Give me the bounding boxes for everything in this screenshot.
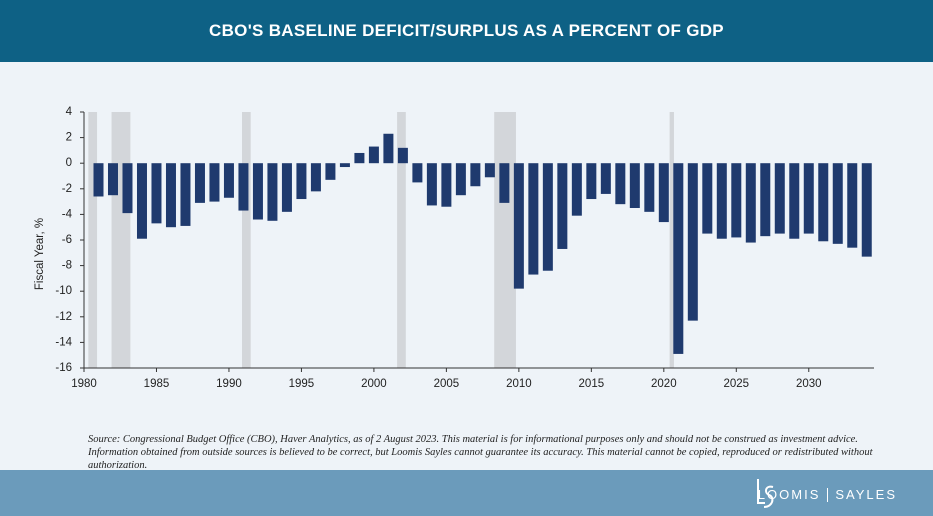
bar: [470, 163, 481, 187]
bar: [818, 163, 829, 242]
recession-band: [494, 112, 516, 368]
y-tick-label: -10: [55, 285, 72, 297]
x-tick-label: 2015: [579, 378, 605, 390]
bar: [803, 163, 814, 234]
bar: [847, 163, 858, 248]
source-note: Source: Congressional Budget Office (CBO…: [88, 434, 873, 471]
brand-separator: [827, 487, 829, 502]
bar: [499, 163, 510, 203]
bar: [93, 163, 104, 197]
logo-icon: [757, 479, 774, 508]
bar: [571, 163, 582, 216]
bar: [673, 163, 684, 354]
x-tick-label: 2010: [506, 378, 532, 390]
bar: [745, 163, 756, 243]
bar: [368, 146, 379, 164]
bar: [223, 163, 234, 198]
recession-band: [242, 112, 251, 368]
x-tick-label: 1985: [144, 378, 170, 390]
recession-band: [669, 112, 674, 368]
bar: [252, 163, 263, 220]
x-tick-label: 2020: [651, 378, 677, 390]
bar: [586, 163, 597, 200]
bar: [615, 163, 626, 205]
bar: [629, 163, 640, 208]
bar: [774, 163, 785, 234]
y-tick-label: -6: [62, 234, 72, 246]
bar: [731, 163, 742, 238]
x-tick-label: 1980: [71, 378, 97, 390]
bar: [600, 163, 611, 194]
y-tick-label: 4: [66, 106, 73, 118]
y-axis-label: Fiscal Year, %: [34, 218, 46, 290]
y-tick-label: -12: [55, 311, 72, 323]
bar: [441, 163, 452, 207]
bar: [136, 163, 147, 239]
y-tick-label: 0: [66, 157, 72, 169]
brand: LOOMIS SAYLES: [758, 487, 897, 502]
recession-band: [397, 112, 406, 368]
recession-band: [111, 112, 131, 368]
bar: [397, 147, 408, 164]
bar: [760, 163, 771, 237]
bar: [513, 163, 524, 289]
bar: [238, 163, 249, 211]
recession-band: [88, 112, 98, 368]
x-tick-label: 2005: [434, 378, 460, 390]
y-tick-label: -8: [62, 260, 72, 272]
x-tick-label: 2025: [723, 378, 749, 390]
bar: [412, 163, 423, 183]
x-tick-label: 2000: [361, 378, 387, 390]
bar: [325, 163, 336, 180]
bar: [426, 163, 437, 206]
bar: [557, 163, 568, 249]
bar: [194, 163, 205, 203]
x-tick-label: 1995: [289, 378, 315, 390]
bar: [354, 152, 365, 164]
bar: [209, 163, 220, 202]
footer-band: LOOMIS SAYLES: [0, 470, 933, 516]
bar: [716, 163, 727, 239]
bar: [151, 163, 162, 224]
x-tick-label: 2030: [796, 378, 822, 390]
bar: [267, 163, 278, 221]
y-tick-label: 2: [66, 132, 72, 144]
bar: [281, 163, 292, 212]
bar: [789, 163, 800, 239]
bar: [644, 163, 655, 212]
chart-title: CBO'S BASELINE DEFICIT/SURPLUS AS A PERC…: [0, 0, 933, 62]
y-tick-label: -16: [55, 362, 72, 374]
bar: [832, 163, 843, 244]
brand-word: LOOMIS: [757, 487, 821, 502]
bar: [861, 163, 872, 257]
bar: [383, 133, 394, 164]
bar: [310, 163, 321, 192]
y-tick-label: -14: [55, 336, 72, 348]
bar: [455, 163, 466, 196]
bar: [687, 163, 698, 321]
bar: [542, 163, 553, 271]
bar: [484, 163, 495, 178]
bar: [658, 163, 669, 223]
bar: [702, 163, 713, 234]
y-tick-label: -2: [62, 183, 72, 195]
bar: [122, 163, 133, 214]
y-tick-label: -4: [62, 208, 73, 220]
bar: [165, 163, 176, 228]
brand-word: SAYLES: [835, 487, 897, 502]
bar: [339, 163, 350, 168]
bar: [107, 163, 118, 196]
x-tick-label: 1990: [216, 378, 242, 390]
bar: [528, 163, 539, 275]
chart: Fiscal Year, % 4 2 0 -2 -4 -6 -8 -10 -12 -14 -16 19…: [34, 106, 874, 390]
bar: [296, 163, 307, 200]
bar: [180, 163, 191, 226]
